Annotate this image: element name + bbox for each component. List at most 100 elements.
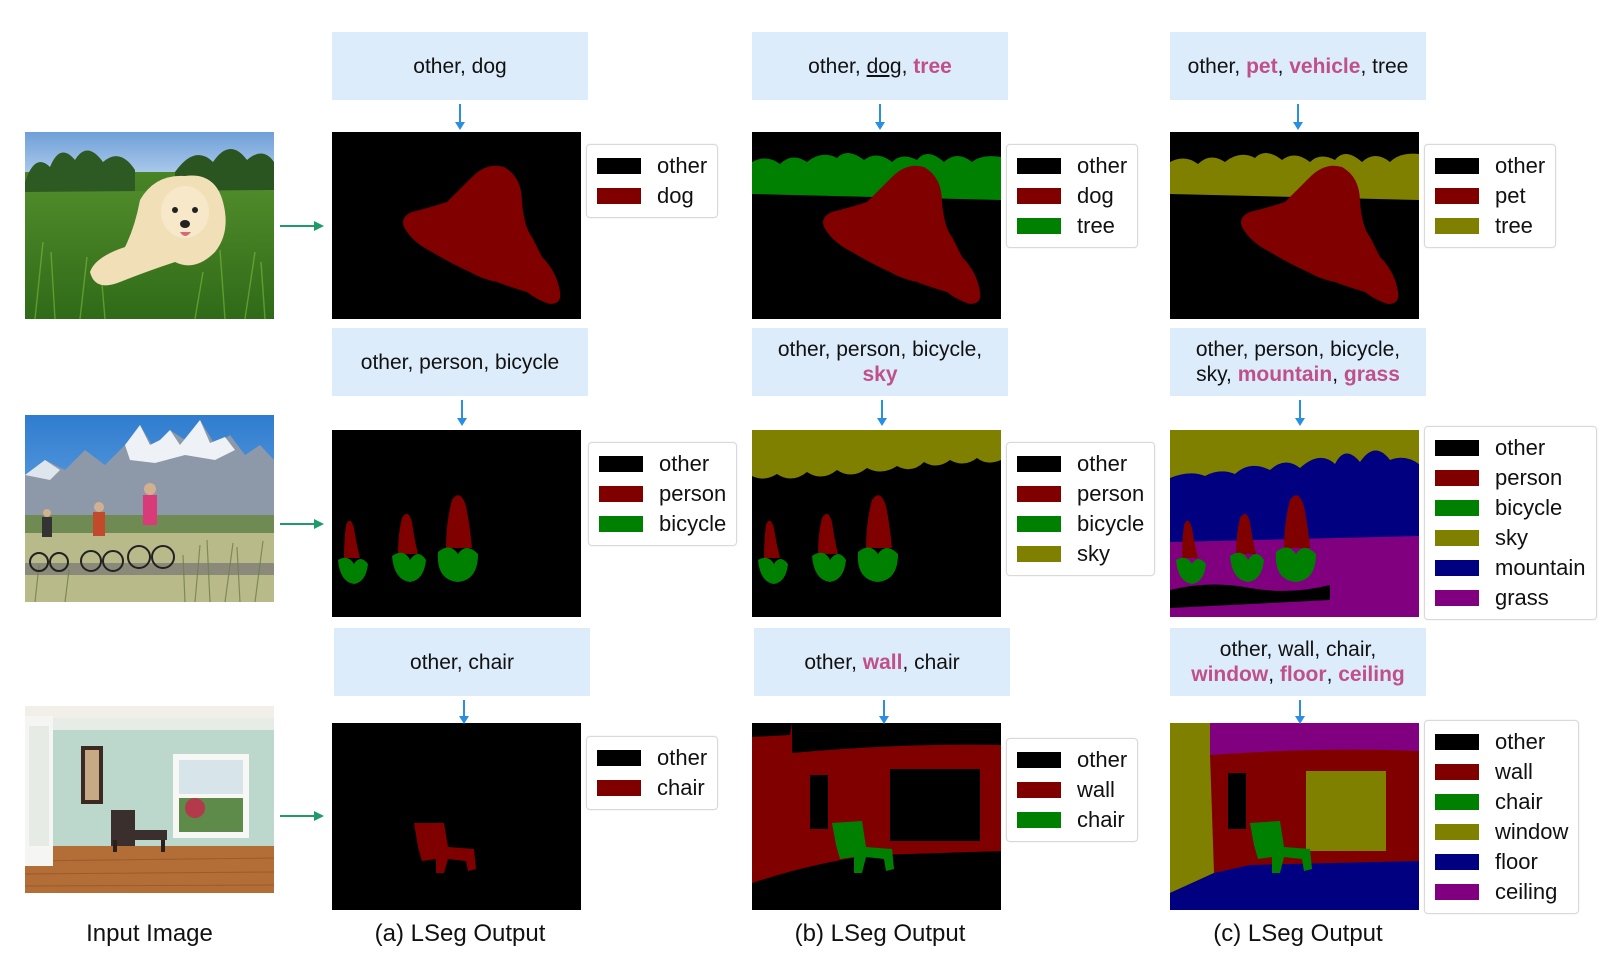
prompt-label: other, person, bicycle, <box>777 338 983 361</box>
legend-row3-b: other wall chair <box>1006 738 1139 842</box>
prompt-text: other, chair <box>410 650 514 675</box>
legend-swatch <box>1017 188 1061 204</box>
legend-label: floor <box>1495 849 1538 874</box>
prompt-label: , <box>1332 363 1344 386</box>
prompt-label: other, person, bicycle, <box>1195 338 1401 361</box>
right-arrow-icon <box>280 811 324 821</box>
segmentation-output-b-dog <box>752 132 1001 319</box>
legend-label: bicycle <box>1495 495 1563 520</box>
legend-swatch <box>1017 456 1061 472</box>
legend-label: dog <box>657 183 694 208</box>
legend-label: pet <box>1495 183 1526 208</box>
legend-swatch <box>597 780 641 796</box>
prompt-new-label: window <box>1191 663 1269 686</box>
legend-label: other <box>1077 451 1128 476</box>
prompt-row3-a: other, chair <box>334 628 590 696</box>
prompt-label: , <box>1326 663 1339 686</box>
legend-label: other <box>659 451 710 476</box>
prompt-row1-b: other, dog, tree <box>752 32 1008 100</box>
legend-label: dog <box>1077 183 1114 208</box>
segmentation-output-b-room <box>752 723 1001 910</box>
legend-item: chair <box>1017 805 1127 835</box>
right-arrow-icon <box>280 519 324 529</box>
legend-swatch <box>599 486 643 502</box>
legend-swatch <box>1435 470 1479 486</box>
prompt-text: other, dog, tree <box>808 54 952 79</box>
legend-item: window <box>1435 817 1568 847</box>
prompt-text: other, person, bicycle <box>361 350 559 375</box>
legend-item: other <box>597 743 707 773</box>
legend-item: dog <box>597 181 707 211</box>
legend-label: other <box>657 153 708 178</box>
legend-item: other <box>597 151 707 181</box>
legend-swatch <box>1435 158 1479 174</box>
prompt-new-label: tree <box>913 54 952 78</box>
legend-swatch <box>1435 440 1479 456</box>
prompt-new-label: wall <box>862 650 903 674</box>
legend-swatch <box>597 158 641 174</box>
prompt-label: other, <box>804 650 863 674</box>
prompt-label: sky, <box>1196 363 1238 386</box>
legend-label: ceiling <box>1495 879 1558 904</box>
down-arrow-icon <box>455 104 465 130</box>
legend-label: wall <box>1495 759 1533 784</box>
legend-item: pet <box>1435 181 1545 211</box>
prompt-label: other, <box>413 54 472 78</box>
legend-swatch <box>1017 158 1061 174</box>
segmentation-output-a-cyclists <box>332 430 581 617</box>
legend-swatch <box>1017 812 1061 828</box>
legend-item: wall <box>1017 775 1127 805</box>
caption-input-image: Input Image <box>86 920 213 947</box>
legend-item: sky <box>1017 539 1144 569</box>
legend-swatch <box>1017 218 1061 234</box>
legend-item: person <box>1017 479 1144 509</box>
legend-item: person <box>1435 463 1586 493</box>
right-arrow-icon <box>280 221 324 231</box>
segmentation-output-a-room <box>332 723 581 910</box>
legend-item: chair <box>1435 787 1568 817</box>
prompt-label: , chair <box>902 650 960 674</box>
prompt-label: other, person, bicycle <box>360 350 560 374</box>
legend-swatch <box>1435 560 1479 576</box>
prompt-label: , tree <box>1360 54 1409 78</box>
prompt-row2-c: other, person, bicycle, sky, mountain, gr… <box>1170 328 1426 396</box>
legend-item: person <box>599 479 726 509</box>
prompt-label: other, <box>808 54 867 78</box>
legend-item: floor <box>1435 847 1568 877</box>
caption-a: (a) LSeg Output <box>374 920 546 947</box>
legend-item: sky <box>1435 523 1586 553</box>
legend-label: other <box>1077 747 1128 772</box>
prompt-text: other, pet, vehicle, tree <box>1188 54 1409 79</box>
input-image-cyclists <box>25 415 274 602</box>
prompt-row2-b: other, person, bicycle, sky <box>752 328 1008 396</box>
legend-label: sky <box>1077 541 1110 566</box>
legend-swatch <box>1435 824 1479 840</box>
legend-item: mountain <box>1435 553 1586 583</box>
legend-swatch <box>597 750 641 766</box>
legend-swatch <box>1017 516 1061 532</box>
legend-swatch <box>1017 782 1061 798</box>
prompt-label: dog <box>471 54 507 78</box>
legend-item: other <box>1435 433 1586 463</box>
legend-swatch <box>1017 546 1061 562</box>
down-arrow-icon <box>879 700 889 724</box>
legend-row3-c: other wall chair window floor ceiling <box>1424 720 1580 914</box>
legend-row1-b: other dog tree <box>1006 144 1139 248</box>
legend-swatch <box>1435 590 1479 606</box>
down-arrow-icon <box>1295 700 1305 724</box>
prompt-text: other, wall, chair <box>804 650 959 675</box>
legend-label: person <box>1077 481 1145 506</box>
legend-swatch <box>1435 530 1479 546</box>
down-arrow-icon <box>875 104 885 130</box>
prompt-new-label: sky <box>862 363 898 386</box>
legend-label: mountain <box>1495 555 1586 580</box>
legend-label: other <box>657 745 708 770</box>
legend-swatch <box>1435 884 1479 900</box>
down-arrow-icon <box>877 400 887 426</box>
legend-item: tree <box>1435 211 1545 241</box>
prompt-label: other, <box>1187 54 1247 78</box>
prompt-new-label: mountain <box>1237 363 1333 386</box>
down-arrow-icon <box>457 400 467 426</box>
segmentation-output-c-cyclists <box>1170 430 1419 617</box>
legend-item: other <box>1435 151 1545 181</box>
